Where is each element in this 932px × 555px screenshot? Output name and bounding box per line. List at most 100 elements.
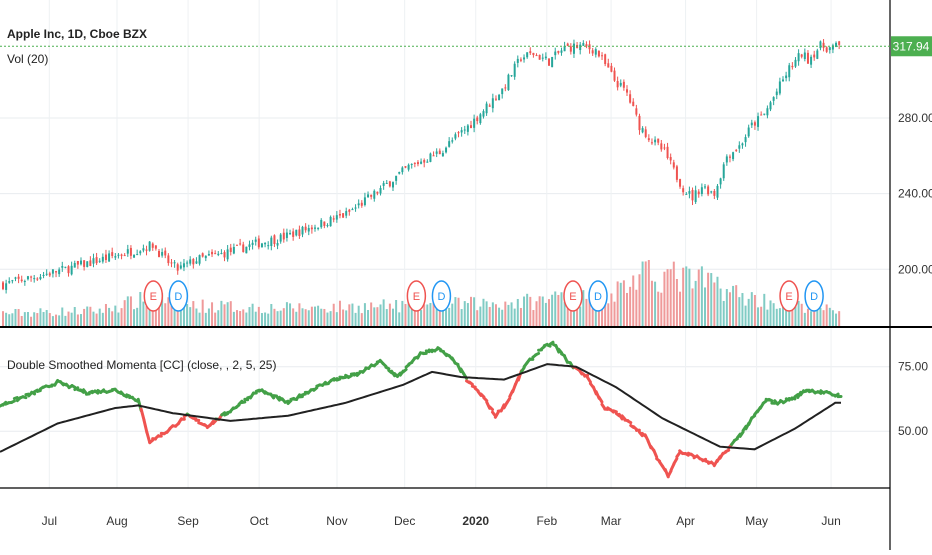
candle-body bbox=[476, 117, 478, 121]
earnings-marker[interactable]: E bbox=[407, 281, 425, 311]
volume-bar bbox=[429, 303, 431, 326]
candle-body bbox=[205, 256, 207, 258]
momentum-segment bbox=[141, 409, 144, 420]
oscillator-tick-label: 75.00 bbox=[898, 360, 928, 374]
dividend-marker[interactable]: D bbox=[432, 281, 450, 311]
price-tick-label: 280.00 bbox=[898, 111, 932, 125]
candle-body bbox=[242, 244, 244, 252]
volume-bar bbox=[651, 281, 653, 326]
candle-layer bbox=[2, 39, 840, 293]
candle-body bbox=[326, 225, 328, 226]
volume-bar bbox=[167, 297, 169, 326]
candle-body bbox=[791, 66, 793, 67]
candle-body bbox=[467, 125, 469, 131]
volume-bar bbox=[248, 307, 250, 326]
candle-body bbox=[380, 188, 382, 193]
marker-label: E bbox=[785, 291, 792, 303]
volume-bar bbox=[2, 311, 4, 326]
volume-bar bbox=[745, 306, 747, 326]
volume-bar bbox=[819, 308, 821, 326]
candle-body bbox=[177, 264, 179, 270]
volume-bar bbox=[695, 281, 697, 326]
candle-body bbox=[348, 210, 350, 212]
time-tick-label: Aug bbox=[106, 514, 127, 528]
volume-legend[interactable]: Vol (20) bbox=[7, 52, 48, 66]
candle-body bbox=[383, 183, 385, 186]
volume-bar bbox=[392, 309, 394, 326]
volume-bar bbox=[545, 303, 547, 326]
earnings-marker[interactable]: E bbox=[780, 281, 798, 311]
candle-body bbox=[504, 87, 506, 88]
candle-body bbox=[489, 105, 491, 106]
volume-bar bbox=[314, 307, 316, 326]
volume-bar bbox=[96, 314, 98, 326]
dividend-marker[interactable]: D bbox=[169, 281, 187, 311]
candle-body bbox=[807, 53, 809, 64]
candle-body bbox=[514, 64, 516, 77]
candle-body bbox=[794, 60, 796, 67]
volume-bar bbox=[380, 304, 382, 326]
candle-body bbox=[389, 181, 391, 186]
volume-bar bbox=[554, 291, 556, 326]
candle-body bbox=[601, 55, 603, 56]
earnings-marker[interactable]: E bbox=[564, 281, 582, 311]
momentum-segment bbox=[484, 398, 487, 401]
volume-bar bbox=[498, 308, 500, 326]
volume-bar bbox=[692, 288, 694, 326]
candle-body bbox=[280, 235, 282, 242]
volume-bar bbox=[245, 313, 247, 326]
candle-body bbox=[77, 261, 79, 265]
volume-bar bbox=[773, 303, 775, 326]
candle-body bbox=[620, 83, 622, 86]
momentum-segment bbox=[674, 459, 677, 464]
volume-bar bbox=[239, 311, 241, 326]
volume-bar bbox=[838, 311, 840, 326]
momentum-segment bbox=[677, 453, 680, 457]
candle-body bbox=[83, 260, 85, 267]
candle-body bbox=[660, 143, 662, 149]
volume-bar bbox=[461, 309, 463, 326]
earnings-marker[interactable]: E bbox=[144, 281, 162, 311]
candle-body bbox=[470, 125, 472, 128]
momentum-segment bbox=[654, 450, 657, 457]
volume-bar bbox=[99, 309, 101, 326]
dividend-marker[interactable]: D bbox=[589, 281, 607, 311]
time-tick-label: Jul bbox=[42, 514, 57, 528]
candle-body bbox=[726, 156, 728, 162]
volume-bar bbox=[323, 309, 325, 326]
candle-body bbox=[745, 137, 747, 142]
volume-bar bbox=[348, 304, 350, 326]
volume-bar bbox=[420, 310, 422, 326]
volume-bar bbox=[592, 308, 594, 326]
volume-bar bbox=[716, 277, 718, 326]
time-tick-label: Apr bbox=[676, 514, 695, 528]
candle-body bbox=[451, 140, 453, 141]
candle-body bbox=[595, 49, 597, 54]
volume-bar bbox=[548, 299, 550, 326]
candle-body bbox=[283, 233, 285, 240]
time-tick-label: Oct bbox=[250, 514, 269, 528]
candle-body bbox=[36, 279, 38, 280]
candle-body bbox=[645, 129, 647, 137]
volume-bar bbox=[121, 308, 123, 326]
main-legend[interactable]: Apple Inc, 1D, Cboe BZX bbox=[7, 27, 147, 41]
candle-body bbox=[532, 53, 534, 55]
candle-body bbox=[688, 191, 690, 194]
candle-body bbox=[785, 76, 787, 79]
volume-bar bbox=[751, 292, 753, 326]
dividend-marker[interactable]: D bbox=[805, 281, 823, 311]
volume-bar bbox=[142, 302, 144, 326]
candle-body bbox=[264, 243, 266, 244]
volume-bar bbox=[224, 304, 226, 326]
indicator-legend[interactable]: Double Smoothed Momenta [CC] (close, , 2… bbox=[7, 358, 276, 372]
volume-bar bbox=[336, 312, 338, 326]
candle-body bbox=[598, 51, 600, 56]
candle-body bbox=[429, 154, 431, 162]
candle-body bbox=[573, 44, 575, 54]
candle-body bbox=[2, 282, 4, 289]
candle-body bbox=[685, 194, 687, 195]
volume-bar bbox=[470, 297, 472, 326]
candle-body bbox=[139, 251, 141, 253]
